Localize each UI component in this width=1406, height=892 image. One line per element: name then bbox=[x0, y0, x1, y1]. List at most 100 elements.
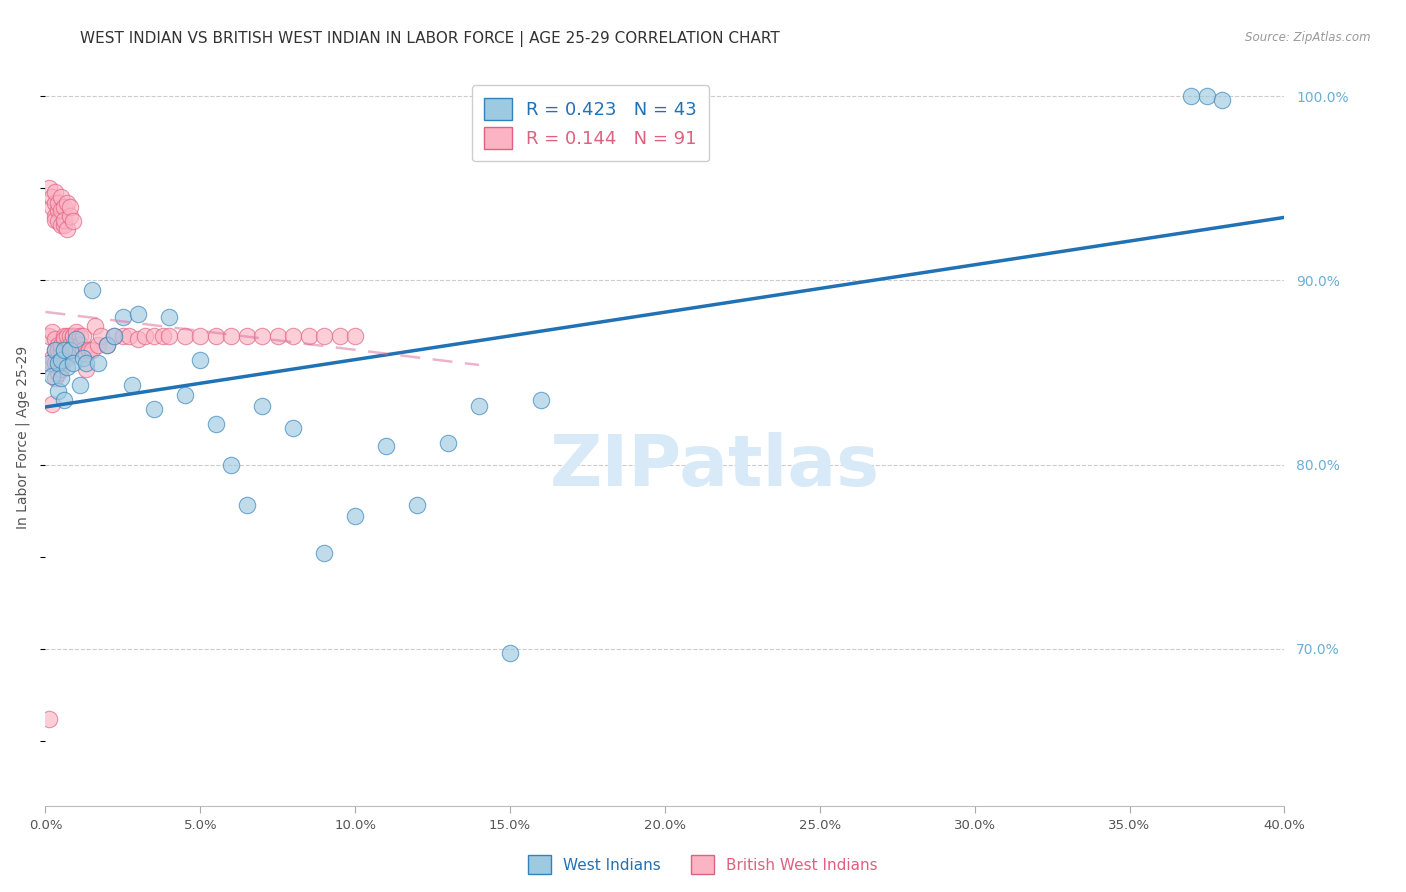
Point bbox=[59, 209, 82, 223]
Point bbox=[44, 356, 66, 370]
Point bbox=[329, 328, 352, 343]
Point bbox=[72, 328, 94, 343]
Point bbox=[314, 546, 336, 560]
Point bbox=[49, 203, 72, 218]
Point bbox=[65, 325, 87, 339]
Point bbox=[49, 190, 72, 204]
Point bbox=[46, 338, 69, 352]
Point bbox=[46, 196, 69, 211]
Point bbox=[53, 212, 76, 227]
Point bbox=[49, 352, 72, 367]
Point bbox=[75, 362, 97, 376]
Point bbox=[111, 328, 134, 343]
Point bbox=[41, 356, 63, 370]
Point bbox=[375, 439, 398, 453]
Point bbox=[252, 399, 274, 413]
Point bbox=[49, 338, 72, 352]
Point bbox=[59, 200, 82, 214]
Point bbox=[62, 328, 84, 343]
Point bbox=[103, 328, 125, 343]
Point bbox=[221, 458, 243, 472]
Point bbox=[96, 338, 118, 352]
Point bbox=[1180, 89, 1202, 103]
Point bbox=[75, 347, 97, 361]
Point bbox=[49, 371, 72, 385]
Point bbox=[46, 356, 69, 370]
Point bbox=[41, 397, 63, 411]
Point bbox=[41, 190, 63, 204]
Text: ZIPatlas: ZIPatlas bbox=[550, 432, 880, 501]
Point bbox=[236, 328, 259, 343]
Point bbox=[38, 181, 60, 195]
Point bbox=[499, 646, 522, 660]
Point bbox=[118, 328, 141, 343]
Point bbox=[406, 498, 429, 512]
Point bbox=[142, 402, 165, 417]
Point bbox=[72, 343, 94, 358]
Point bbox=[205, 417, 228, 431]
Point bbox=[59, 343, 82, 358]
Point bbox=[188, 328, 211, 343]
Point bbox=[142, 328, 165, 343]
Point bbox=[41, 325, 63, 339]
Point bbox=[59, 328, 82, 343]
Point bbox=[38, 328, 60, 343]
Point bbox=[49, 218, 72, 232]
Point bbox=[157, 310, 180, 325]
Point bbox=[157, 328, 180, 343]
Point bbox=[56, 359, 79, 374]
Point bbox=[53, 200, 76, 214]
Point bbox=[44, 343, 66, 358]
Point bbox=[121, 378, 143, 392]
Point bbox=[38, 356, 60, 370]
Point bbox=[90, 328, 112, 343]
Point bbox=[69, 328, 91, 343]
Point bbox=[53, 332, 76, 346]
Point bbox=[41, 351, 63, 365]
Point bbox=[44, 209, 66, 223]
Point bbox=[53, 393, 76, 408]
Point bbox=[80, 343, 103, 358]
Point bbox=[111, 310, 134, 325]
Point bbox=[56, 222, 79, 236]
Point bbox=[127, 332, 149, 346]
Point bbox=[298, 328, 321, 343]
Point bbox=[44, 332, 66, 346]
Point bbox=[41, 369, 63, 384]
Point bbox=[56, 343, 79, 358]
Point bbox=[46, 203, 69, 218]
Point bbox=[252, 328, 274, 343]
Point bbox=[188, 352, 211, 367]
Legend: R = 0.423   N = 43, R = 0.144   N = 91: R = 0.423 N = 43, R = 0.144 N = 91 bbox=[472, 85, 710, 161]
Point bbox=[56, 351, 79, 365]
Point bbox=[173, 328, 195, 343]
Point bbox=[46, 359, 69, 374]
Point bbox=[127, 307, 149, 321]
Point bbox=[96, 338, 118, 352]
Point bbox=[53, 343, 76, 358]
Point bbox=[267, 328, 290, 343]
Text: Source: ZipAtlas.com: Source: ZipAtlas.com bbox=[1246, 31, 1371, 45]
Point bbox=[80, 283, 103, 297]
Point bbox=[283, 328, 305, 343]
Point bbox=[49, 352, 72, 367]
Point bbox=[314, 328, 336, 343]
Point bbox=[53, 343, 76, 358]
Point bbox=[134, 328, 156, 343]
Y-axis label: In Labor Force | Age 25-29: In Labor Force | Age 25-29 bbox=[15, 345, 30, 529]
Point bbox=[87, 356, 110, 370]
Point bbox=[44, 343, 66, 358]
Point bbox=[87, 338, 110, 352]
Point bbox=[44, 196, 66, 211]
Point bbox=[44, 356, 66, 370]
Point bbox=[38, 712, 60, 726]
Point bbox=[59, 338, 82, 352]
Point bbox=[56, 338, 79, 352]
Point bbox=[77, 343, 100, 358]
Point bbox=[236, 498, 259, 512]
Point bbox=[84, 319, 107, 334]
Point bbox=[65, 332, 87, 346]
Point bbox=[530, 393, 553, 408]
Point bbox=[56, 328, 79, 343]
Point bbox=[103, 328, 125, 343]
